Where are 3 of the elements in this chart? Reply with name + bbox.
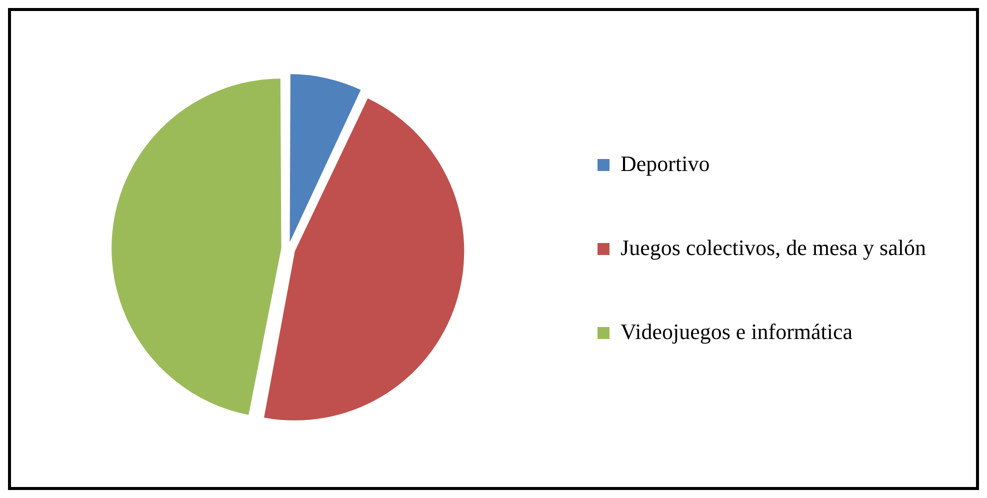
legend-label: Deportivo: [620, 150, 710, 176]
legend-label: Videojuegos e informática: [620, 318, 853, 344]
legend-label: Juegos colectivos, de mesa y salón: [620, 234, 926, 260]
